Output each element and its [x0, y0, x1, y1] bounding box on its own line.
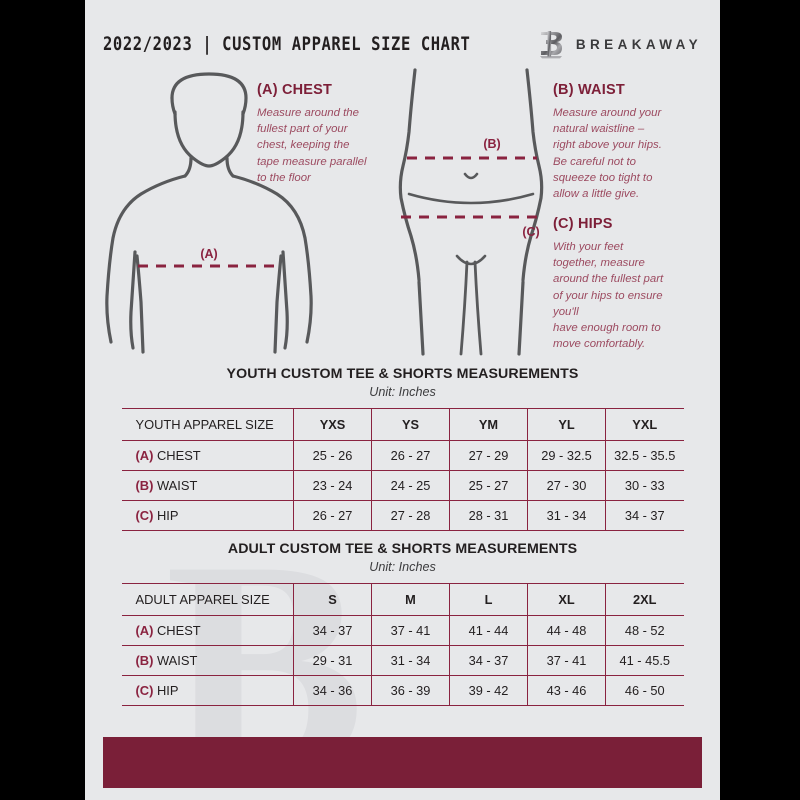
adult-cell-hip-2xl: 46 - 50 [605, 675, 684, 706]
youth-row-label-hip: (C) HIP [121, 500, 294, 531]
waist-instruction-title: (B) WAIST [553, 82, 625, 98]
adult-row-label-chest: (A) CHEST [121, 615, 294, 646]
hips-instruction-block: (C) HIPS With your feet together, measur… [553, 216, 703, 352]
adult-size-header-xl: XL [527, 583, 606, 616]
table-row: (A) CHEST 25 - 26 26 - 27 27 - 29 29 - 32.5 3… [121, 440, 684, 471]
adult-size-header-2xl: 2XL [605, 583, 684, 616]
row-marker-tag: (A) [135, 623, 157, 638]
youth-cell-hip-yl: 31 - 34 [527, 500, 606, 531]
adult-cell-chest-xl: 44 - 48 [527, 615, 606, 646]
hips-instruction-title: (C) HIPS [553, 216, 613, 232]
adult-table-unit: Unit: Inches [369, 560, 436, 574]
adult-cell-hip-s: 34 - 36 [293, 675, 372, 706]
waist-instruction-block: (B) WAIST Measure around your natural wa… [553, 82, 703, 202]
youth-cell-waist-ym: 25 - 27 [449, 470, 528, 501]
adult-table-title: ADULT CUSTOM TEE & SHORTS MEASUREMENTS [227, 541, 578, 557]
table-row: (B) WAIST 23 - 24 24 - 25 25 - 27 27 - 30 30 … [121, 470, 684, 501]
adult-cell-chest-s: 34 - 37 [293, 615, 372, 646]
row-marker-tag: (C) [135, 683, 157, 698]
footer-accent-bar [103, 737, 702, 788]
youth-cell-waist-yl: 27 - 30 [527, 470, 606, 501]
adult-size-header-l: L [449, 583, 528, 616]
brand-name: BREAKAWAY [575, 36, 702, 52]
youth-size-header-ym: YM [449, 408, 528, 441]
adult-row-label-waist: (B) WAIST [121, 645, 294, 676]
breakaway-b-monogram-icon [538, 29, 564, 59]
hip-marker-label: (C) [522, 225, 539, 239]
youth-row-label-chest: (A) CHEST [121, 440, 294, 471]
adult-cell-waist-m: 31 - 34 [371, 645, 450, 676]
waist-instruction-body: Measure around your natural waistline – … [553, 107, 662, 200]
page-header: 2022/2023 | CUSTOM APPAREL SIZE CHART [85, 26, 720, 62]
youth-cell-chest-yl: 29 - 32.5 [527, 440, 606, 471]
adult-cell-chest-m: 37 - 41 [371, 615, 450, 646]
row-marker-tag: (B) [135, 653, 157, 668]
page-title: 2022/2023 | CUSTOM APPAREL SIZE CHART [103, 33, 471, 55]
chest-instruction-block: (A) CHEST Measure around the fullest par… [257, 82, 409, 186]
brand-logo: BREAKAWAY [538, 29, 702, 59]
chest-marker-label: (A) [200, 247, 217, 261]
male-hips-front-outline-icon: (B) (C) [397, 66, 547, 356]
adult-header-label: ADULT APPAREL SIZE [121, 583, 294, 616]
youth-size-header-yxs: YXS [293, 408, 372, 441]
youth-cell-waist-ys: 24 - 25 [371, 470, 450, 501]
adult-cell-waist-xl: 37 - 41 [527, 645, 606, 676]
adult-size-header-m: M [371, 583, 450, 616]
adult-cell-hip-xl: 43 - 46 [527, 675, 606, 706]
adult-row-label-hip: (C) HIP [121, 675, 294, 706]
youth-cell-waist-yxl: 30 - 33 [605, 470, 684, 501]
youth-cell-waist-yxs: 23 - 24 [293, 470, 372, 501]
youth-cell-hip-yxs: 26 - 27 [293, 500, 372, 531]
table-row: (C) HIP 34 - 36 36 - 39 39 - 42 43 - 46 46 - … [121, 675, 684, 706]
youth-size-header-yl: YL [527, 408, 606, 441]
adult-table-body: ADULT APPAREL SIZE S M L XL 2XL (A) CHEST 34 - … [121, 583, 684, 706]
youth-table-body: YOUTH APPAREL SIZE YXS YS YM YL YXL (A) CHEST 2… [121, 408, 684, 531]
size-chart-page: B 2022/2023 | CUSTOM APPAREL SIZE CHART [85, 0, 720, 800]
waist-marker-label: (B) [483, 137, 500, 151]
youth-table-block: YOUTH CUSTOM TEE & SHORTS MEASUREMENTS U… [85, 366, 720, 531]
youth-header-label: YOUTH APPAREL SIZE [121, 408, 294, 441]
adult-cell-hip-m: 36 - 39 [371, 675, 450, 706]
youth-cell-hip-ym: 28 - 31 [449, 500, 528, 531]
row-marker-tag: (A) [135, 448, 157, 463]
youth-header-row: YOUTH APPAREL SIZE YXS YS YM YL YXL [121, 408, 684, 441]
row-marker-tag: (C) [135, 508, 157, 523]
youth-cell-chest-yxl: 32.5 - 35.5 [605, 440, 684, 471]
adult-cell-waist-l: 34 - 37 [449, 645, 528, 676]
adult-cell-chest-2xl: 48 - 52 [605, 615, 684, 646]
youth-cell-hip-ys: 27 - 28 [371, 500, 450, 531]
adult-size-table: ADULT APPAREL SIZE S M L XL 2XL (A) CHEST 34 - … [121, 583, 684, 706]
youth-size-table: YOUTH APPAREL SIZE YXS YS YM YL YXL (A) CHEST 2… [121, 408, 684, 531]
adult-cell-waist-s: 29 - 31 [293, 645, 372, 676]
chest-instruction-title: (A) CHEST [257, 82, 333, 98]
hips-instruction-body: With your feet together, measure around … [553, 241, 664, 351]
adult-size-header-s: S [293, 583, 372, 616]
adult-cell-waist-2xl: 41 - 45.5 [605, 645, 684, 676]
youth-table-unit: Unit: Inches [369, 385, 436, 399]
youth-size-header-ys: YS [371, 408, 450, 441]
youth-row-label-waist: (B) WAIST [121, 470, 294, 501]
row-marker-tag: (B) [135, 478, 157, 493]
table-row: (B) WAIST 29 - 31 31 - 34 34 - 37 37 - 41 41 … [121, 645, 684, 676]
chest-instruction-body: Measure around the fullest part of your … [257, 107, 367, 184]
youth-cell-chest-yxs: 25 - 26 [293, 440, 372, 471]
table-row: (C) HIP 26 - 27 27 - 28 28 - 31 31 - 34 34 - … [121, 500, 684, 531]
table-row: (A) CHEST 34 - 37 37 - 41 41 - 44 44 - 48 48 … [121, 615, 684, 646]
adult-header-row: ADULT APPAREL SIZE S M L XL 2XL [121, 583, 684, 616]
measurement-illustrations: (A) [85, 66, 720, 361]
adult-table-block: ADULT CUSTOM TEE & SHORTS MEASUREMENTS U… [85, 541, 720, 706]
youth-cell-chest-ym: 27 - 29 [449, 440, 528, 471]
adult-cell-hip-l: 39 - 42 [449, 675, 528, 706]
male-torso-front-outline-icon: (A) [105, 66, 365, 356]
youth-size-header-yxl: YXL [605, 408, 684, 441]
youth-table-title: YOUTH CUSTOM TEE & SHORTS MEASUREMENTS [226, 366, 579, 382]
adult-cell-chest-l: 41 - 44 [449, 615, 528, 646]
youth-cell-chest-ys: 26 - 27 [371, 440, 450, 471]
youth-cell-hip-yxl: 34 - 37 [605, 500, 684, 531]
